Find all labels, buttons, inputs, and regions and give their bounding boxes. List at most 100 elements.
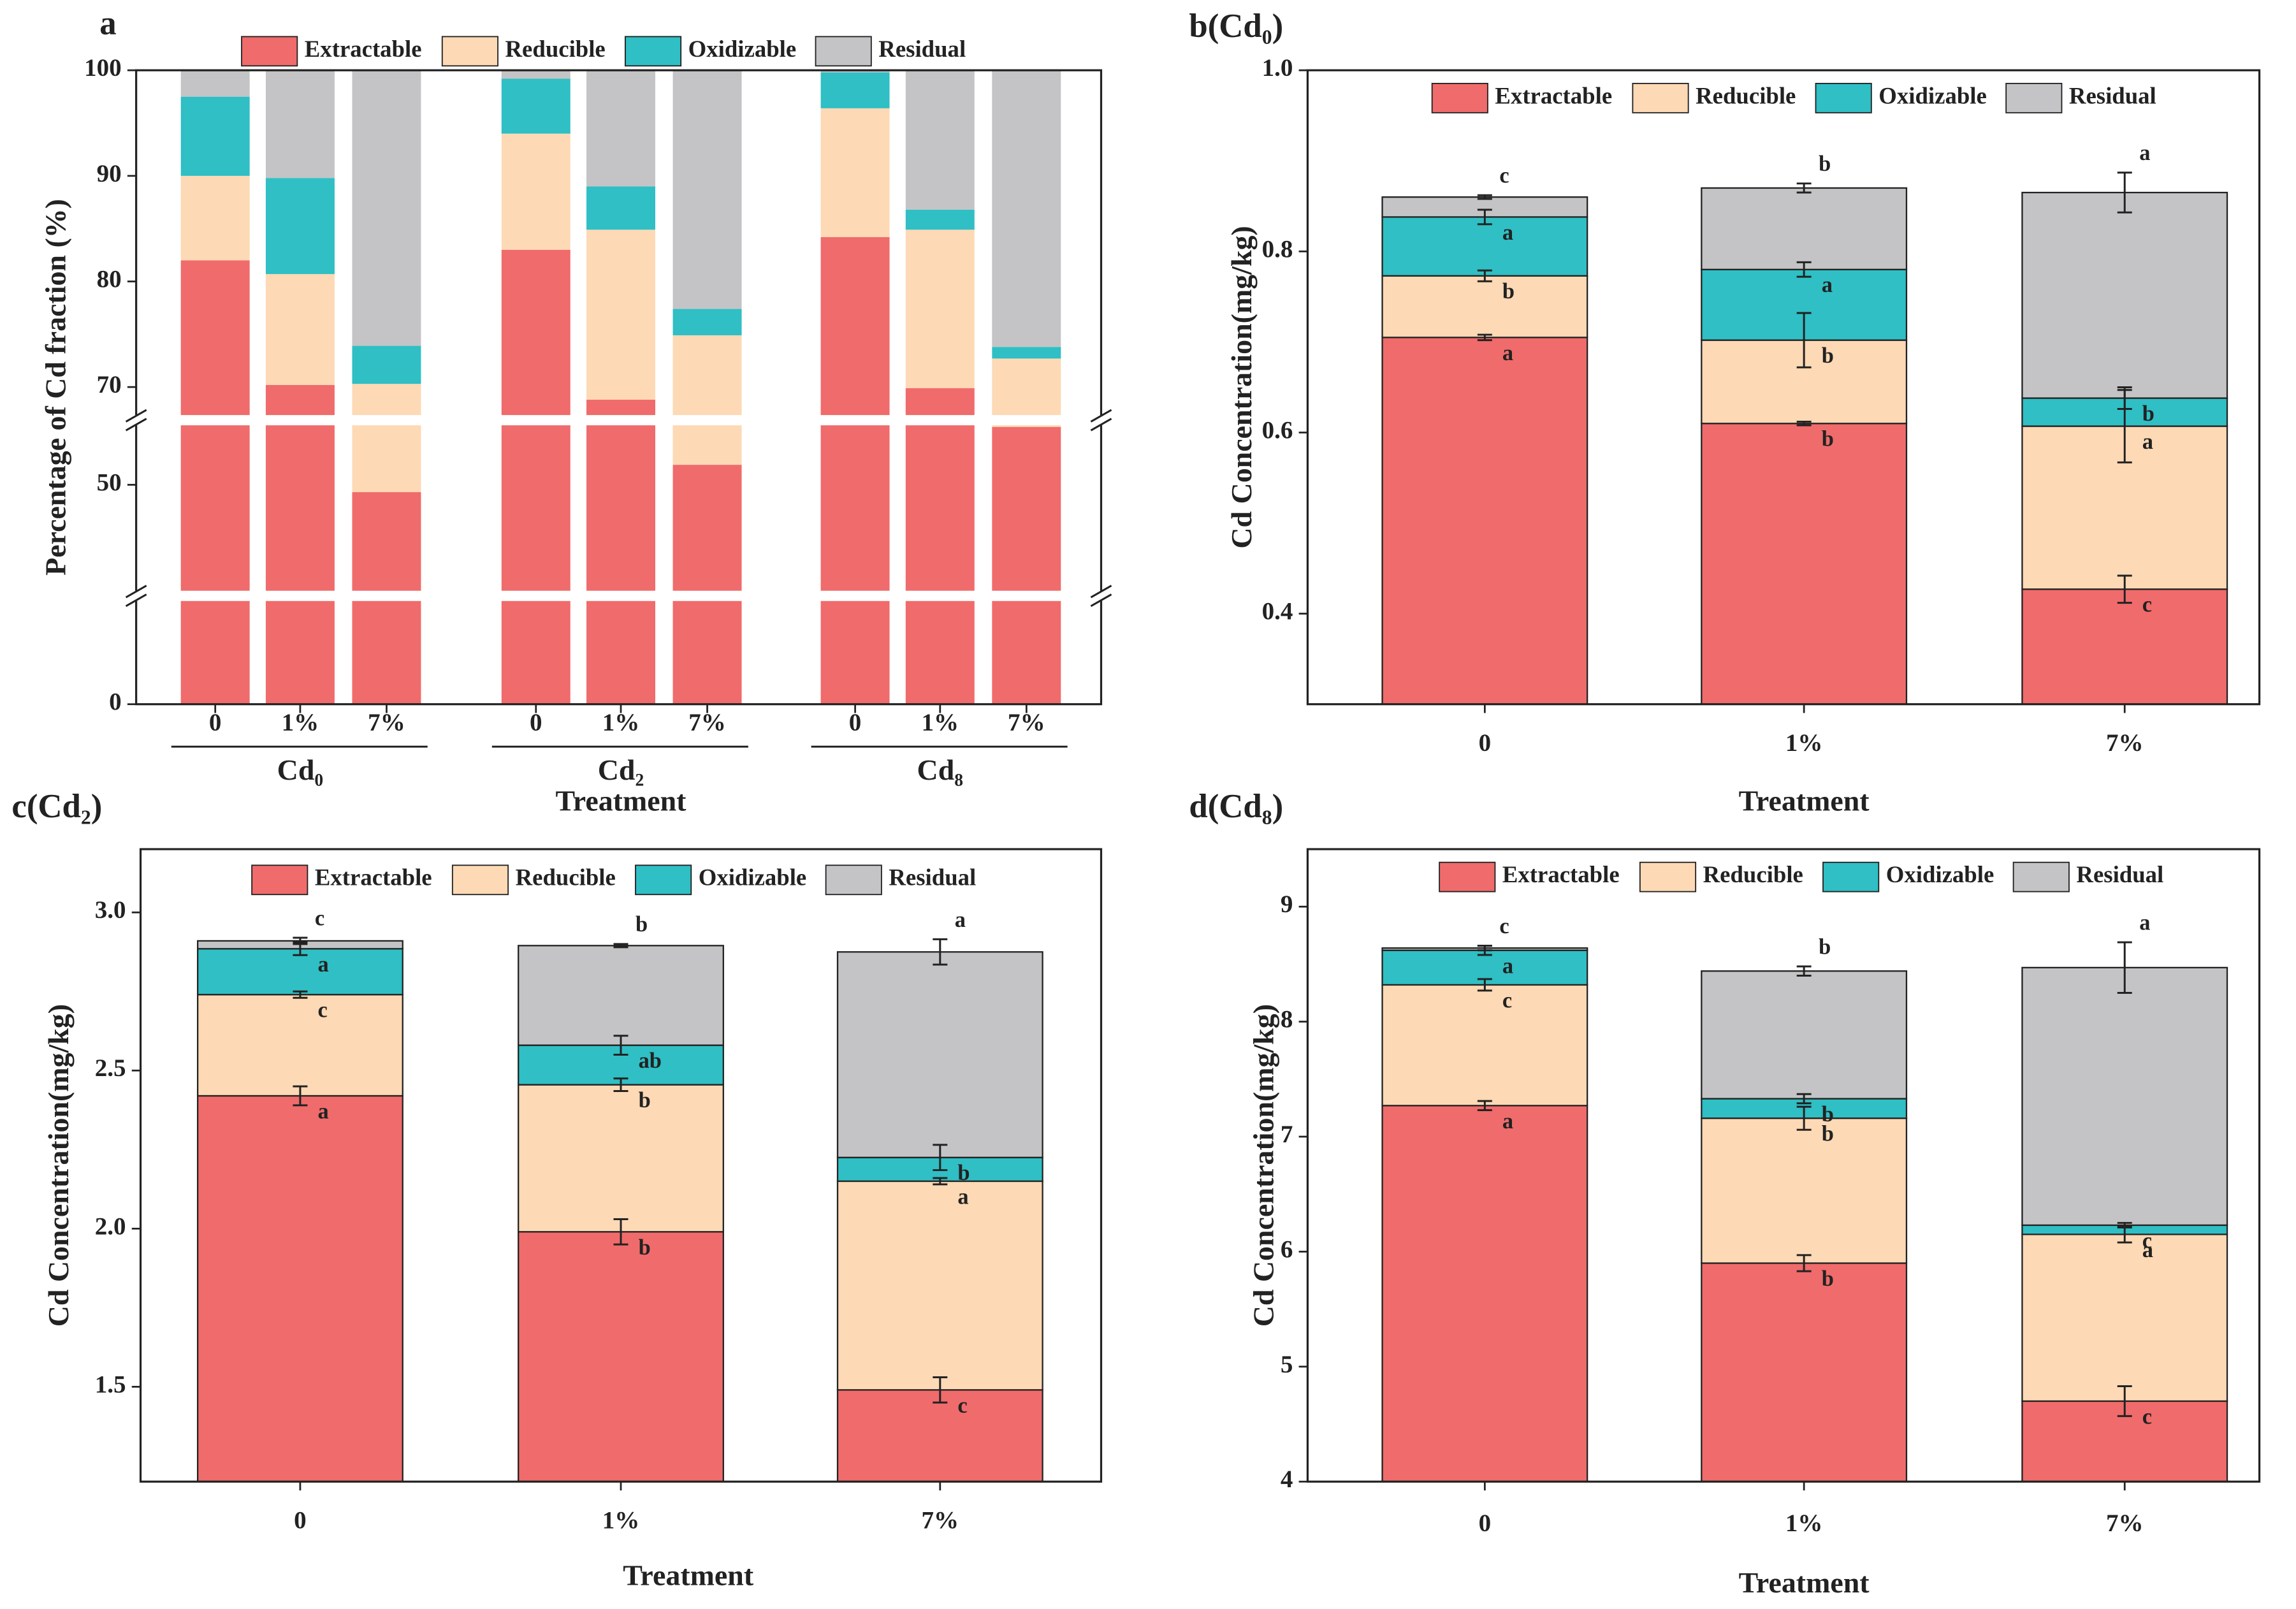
x-tick-label: 7%: [688, 709, 726, 736]
bar-segment: [820, 70, 890, 73]
x-tick-label: 1%: [602, 709, 640, 736]
significance-letter: a: [317, 952, 328, 977]
bar-segment: [2021, 1234, 2228, 1402]
x-tick-label: 7%: [2106, 1510, 2144, 1537]
significance-letter: c: [2142, 1228, 2152, 1253]
legend-swatch: [1815, 82, 1872, 113]
y-tick-label: 1.5: [95, 1371, 126, 1398]
bar-segment: [352, 70, 421, 346]
significance-letter: b: [1819, 152, 1831, 176]
significance-letter: c: [317, 998, 327, 1023]
significance-letter: a: [2142, 1238, 2153, 1262]
y-tick-label: 1.0: [1262, 54, 1293, 82]
y-axis-label: Cd Concentration(mg/kg): [1225, 226, 1258, 548]
y-tick-label: 0.8: [1262, 235, 1293, 263]
x-tick-label: 7%: [2106, 729, 2144, 757]
bar-segment: [836, 1389, 1043, 1483]
panel-title: b(Cd₀): [1189, 8, 1283, 45]
legend-label: Oxidizable: [688, 36, 796, 62]
y-tick-label: 4: [1281, 1466, 1293, 1493]
break-mark: [1090, 409, 1112, 423]
bar-segment: [1701, 1118, 1908, 1264]
bar-segment: [820, 108, 890, 237]
bar-segment: [672, 465, 742, 704]
x-tick-label: 0: [1479, 1510, 1492, 1537]
bar-segment: [352, 384, 421, 493]
break-mark: [125, 593, 147, 608]
bar-segment: [586, 229, 655, 400]
x-tick-label: 0: [209, 709, 222, 736]
bar-segment: [992, 347, 1061, 359]
legend-swatch: [1431, 82, 1488, 113]
plot-frame: [1306, 848, 2261, 1483]
plot-frame: [135, 69, 1103, 706]
bar-segment: [672, 309, 742, 335]
y-tick-label: 0.4: [1262, 598, 1293, 625]
x-tick-label: 1%: [1785, 1510, 1823, 1537]
significance-letter: b: [957, 1161, 970, 1185]
bar-segment: [1381, 275, 1588, 339]
legend-label: Oxidizable: [699, 864, 806, 891]
group-label: Cd₀: [277, 754, 323, 786]
x-tick-label: 1%: [602, 1506, 640, 1534]
significance-letter: c: [1502, 988, 1512, 1012]
y-tick-label: 5: [1281, 1351, 1293, 1378]
significance-letter: b: [2142, 402, 2154, 426]
legend-swatch: [441, 36, 498, 67]
significance-letter: a: [317, 1099, 328, 1123]
legend-swatch: [2012, 861, 2070, 892]
bar-segment: [992, 426, 1061, 704]
significance-letter: a: [1502, 341, 1513, 365]
x-tick-label: 0: [849, 709, 862, 736]
significance-letter: b: [1822, 344, 1834, 368]
legend-label: Extractable: [315, 864, 432, 891]
y-tick-label: 70: [97, 371, 122, 398]
legend-label: Extractable: [1495, 82, 1612, 108]
panel-title: c(Cd₂): [11, 788, 102, 825]
x-tick-label: 7%: [368, 709, 405, 736]
x-axis-label: Treatment: [623, 1559, 754, 1591]
bar-segment: [501, 78, 570, 134]
bar-segment: [905, 388, 975, 704]
bar-segment: [518, 945, 724, 1046]
plot-frame: [139, 848, 1103, 1483]
bar-segment: [2021, 966, 2228, 1227]
legend-swatch: [825, 864, 882, 896]
significance-letter: b: [1819, 935, 1831, 959]
significance-letter: a: [1502, 1109, 1513, 1133]
break-mark: [125, 409, 147, 423]
y-tick-label: 2.0: [95, 1212, 126, 1240]
bar-segment: [180, 175, 250, 261]
x-axis-label: Treatment: [1739, 1566, 1870, 1599]
significance-letter: b: [1822, 1122, 1834, 1146]
significance-letter: a: [1502, 954, 1513, 978]
y-tick-label: 9: [1281, 891, 1293, 918]
bar-segment: [265, 273, 335, 385]
legend-label: Oxidizable: [1886, 861, 1994, 887]
legend-label: Extractable: [1502, 861, 1620, 887]
break-mark: [1090, 593, 1112, 608]
bar-segment: [2021, 588, 2228, 705]
significance-letter: c: [2142, 1404, 2152, 1429]
panel-title: d(Cd₈): [1189, 788, 1283, 825]
legend-swatch: [635, 864, 692, 896]
significance-letter: b: [639, 1235, 651, 1260]
significance-letter: c: [957, 1394, 967, 1418]
bar-segment: [586, 70, 655, 187]
significance-letter: a: [955, 908, 966, 932]
bar-segment: [265, 178, 335, 274]
x-tick-label: 1%: [282, 709, 319, 736]
bar-segment: [836, 951, 1043, 1158]
y-tick-label: 3.0: [95, 896, 126, 924]
significance-letter: c: [1499, 914, 1509, 938]
significance-letter: b: [1822, 427, 1834, 451]
legend-label: Reducible: [516, 864, 616, 891]
y-tick-label: 8: [1281, 1006, 1293, 1033]
bar-segment: [1381, 984, 1588, 1107]
significance-letter: b: [636, 912, 648, 936]
significance-letter: a: [2139, 141, 2150, 165]
x-tick-label: 0: [294, 1506, 307, 1534]
axis-break: [130, 415, 1107, 426]
